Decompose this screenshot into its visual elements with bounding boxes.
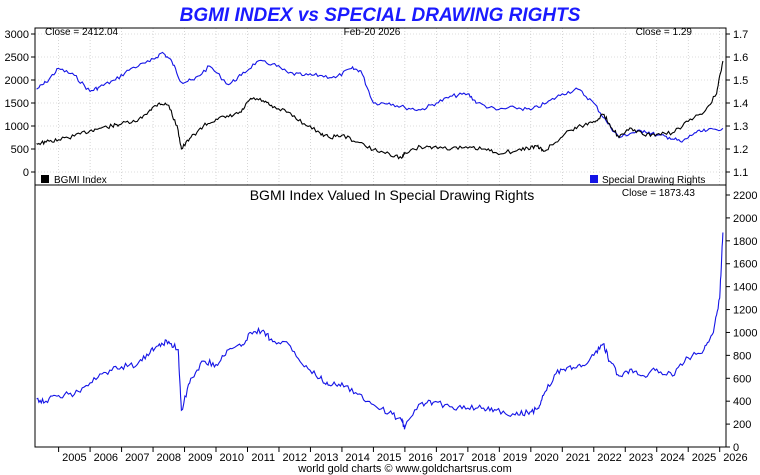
y-right-tick-label: 2200 [733, 190, 757, 202]
y-right-tick-label: 1.6 [733, 52, 748, 64]
y-right-tick-label: 1400 [733, 282, 757, 294]
y-tick-label: 0 [23, 167, 29, 179]
y-tick-label: 1500 [5, 98, 29, 110]
y-tick-label: 2500 [5, 52, 29, 64]
y-right-tick-label: 1.2 [733, 144, 748, 156]
legend-bgmi-label: BGMI Index [54, 175, 107, 186]
x-tick-label: 2013 [314, 452, 338, 464]
x-tick-label: 2024 [660, 452, 684, 464]
x-tick-label: 2022 [597, 452, 621, 464]
y-right-tick-label: 1.3 [733, 121, 748, 133]
y-right-tick-label: 1.1 [733, 167, 748, 179]
x-tick-label: 2021 [566, 452, 590, 464]
left-close-label: Close = 2412.04 [45, 27, 119, 38]
x-tick-label: 2017 [440, 452, 464, 464]
ratio-series-line [36, 232, 724, 430]
footer-credit: world gold charts © www.goldchartsrus.co… [297, 463, 512, 475]
bottom-panel-frame [34, 184, 727, 448]
x-tick-label: 2015 [377, 452, 401, 464]
y-right-tick-label: 0 [733, 442, 739, 454]
x-tick-label: 2018 [471, 452, 495, 464]
legend-sdr-label: Special Drawing Rights [602, 175, 705, 186]
y-tick-label: 1000 [5, 121, 29, 133]
bottom-right-axis: 0 200 400 600 800 1000 1200 1400 1600 1800 2000 220… [726, 190, 757, 454]
sdr-series-line [36, 51, 724, 143]
y-tick-label: 3000 [5, 29, 29, 41]
y-right-tick-label: 800 [733, 350, 751, 362]
top-left-axis: 0 500 1000 1500 2000 2500 3000 [5, 29, 35, 179]
x-tick-label: 2012 [282, 452, 306, 464]
y-tick-label: 500 [11, 144, 29, 156]
x-tick-label: 2014 [345, 452, 369, 464]
bottom-close-label: Close = 1873.43 [622, 188, 696, 199]
x-axis: 2005 2006 2007 2008 2009 2010 2011 2012 2013 2014… [58, 447, 748, 464]
x-tick-label: 2006 [94, 452, 118, 464]
x-tick-label: 2020 [534, 452, 558, 464]
right-close-label: Close = 1.29 [636, 27, 693, 38]
y-right-tick-label: 1200 [733, 305, 757, 317]
top-panel-frame [34, 27, 727, 186]
y-right-tick-label: 1600 [733, 259, 757, 271]
bgmi-series-line [36, 60, 724, 160]
y-right-tick-label: 400 [733, 396, 751, 408]
legend-sdr-swatch [590, 175, 598, 183]
top-panel-series [36, 51, 724, 160]
x-tick-label: 2009 [188, 452, 212, 464]
top-right-axis: 1.1 1.2 1.3 1.4 1.5 1.6 1.7 [726, 29, 748, 179]
y-right-tick-label: 2000 [733, 213, 757, 225]
x-tick-label: 2023 [629, 452, 653, 464]
x-tick-label: 2019 [503, 452, 527, 464]
y-tick-label: 2000 [5, 75, 29, 87]
x-tick-label: 2008 [157, 452, 181, 464]
legend-bgmi-swatch [41, 175, 49, 183]
bottom-panel-title: BGMI Index Valued In Special Drawing Rig… [250, 187, 535, 203]
y-right-tick-label: 600 [733, 373, 751, 385]
chart-title: BGMI INDEX vs SPECIAL DRAWING RIGHTS [180, 5, 581, 26]
x-tick-label: 2026 [723, 452, 747, 464]
y-right-tick-label: 1000 [733, 327, 757, 339]
bottom-panel-series [36, 232, 724, 430]
x-tick-label: 2016 [408, 452, 432, 464]
date-label: Feb-20 2026 [344, 27, 401, 38]
y-right-tick-label: 1800 [733, 236, 757, 248]
top-panel-grid [35, 28, 726, 185]
x-tick-label: 2025 [692, 452, 716, 464]
x-tick-label: 2005 [62, 452, 86, 464]
y-right-tick-label: 1.4 [733, 98, 748, 110]
x-tick-label: 2011 [251, 452, 275, 464]
y-right-tick-label: 200 [733, 419, 751, 431]
x-tick-label: 2007 [125, 452, 149, 464]
x-tick-label: 2010 [220, 452, 244, 464]
y-right-tick-label: 1.7 [733, 29, 748, 41]
y-right-tick-label: 1.5 [733, 75, 748, 87]
